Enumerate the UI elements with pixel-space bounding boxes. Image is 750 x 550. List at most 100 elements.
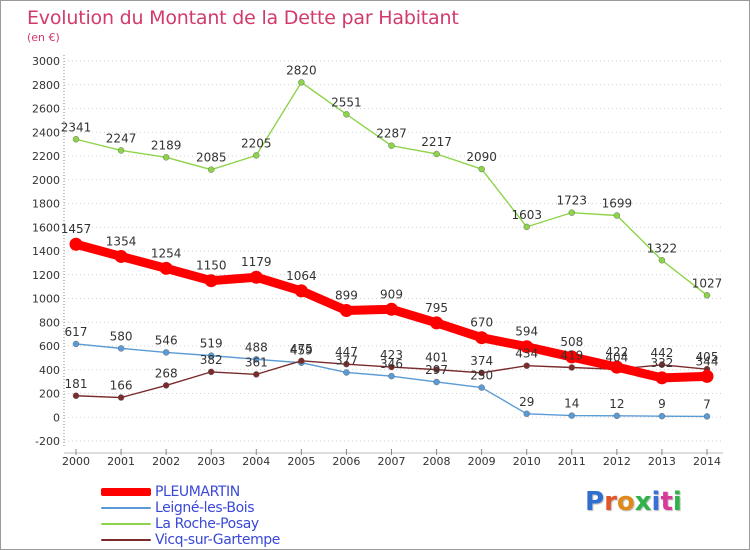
data-point bbox=[700, 369, 714, 383]
data-label: 422 bbox=[605, 345, 628, 359]
data-label: 580 bbox=[110, 329, 133, 343]
data-point bbox=[385, 302, 398, 316]
x-tick-label: 2007 bbox=[378, 455, 406, 468]
legend-label: Vicq-sur-Gartempe bbox=[155, 532, 281, 548]
series-line bbox=[75, 81, 708, 296]
data-point bbox=[298, 79, 305, 86]
data-point bbox=[523, 362, 530, 369]
legend-swatch bbox=[101, 539, 151, 541]
x-tick-label: 2000 bbox=[62, 455, 90, 468]
data-label: 1179 bbox=[241, 255, 272, 269]
data-point bbox=[433, 378, 440, 386]
data-label: 519 bbox=[200, 337, 223, 351]
data-point bbox=[343, 360, 350, 368]
data-point bbox=[523, 410, 530, 418]
data-label: 250 bbox=[470, 369, 493, 383]
data-label: 2085 bbox=[196, 151, 227, 165]
data-label: 1064 bbox=[286, 269, 317, 283]
y-tick-label: 3000 bbox=[32, 55, 60, 68]
y-tick-label: 1000 bbox=[32, 293, 60, 306]
series-2 bbox=[72, 79, 711, 299]
chart-subtitle: (en €) bbox=[27, 31, 60, 44]
data-label: 2820 bbox=[286, 63, 317, 77]
data-point bbox=[520, 340, 534, 354]
y-tick-label: 1400 bbox=[32, 245, 60, 258]
legend-label: La Roche-Posay bbox=[155, 516, 259, 532]
data-label: 594 bbox=[515, 325, 538, 339]
data-label: 617 bbox=[65, 325, 88, 339]
data-point bbox=[159, 261, 173, 275]
data-point bbox=[162, 349, 170, 356]
y-tick-label: 600 bbox=[39, 340, 60, 353]
data-point bbox=[162, 382, 170, 389]
data-label: 1027 bbox=[692, 276, 723, 290]
data-point bbox=[388, 142, 395, 149]
legend-swatch bbox=[101, 507, 151, 509]
data-label: 423 bbox=[380, 348, 403, 362]
y-tick-label: 400 bbox=[39, 364, 60, 377]
y-tick-label: 2800 bbox=[32, 79, 60, 92]
data-label: 1254 bbox=[151, 246, 182, 260]
data-label: 344 bbox=[696, 354, 719, 368]
data-label: 2217 bbox=[421, 135, 452, 149]
data-point bbox=[433, 150, 440, 158]
logo-letter: i bbox=[651, 487, 661, 517]
data-point bbox=[114, 249, 128, 263]
x-tick-label: 2001 bbox=[107, 455, 135, 468]
logo-letter: o bbox=[616, 487, 635, 517]
data-point bbox=[72, 340, 80, 348]
logo-letter: P bbox=[585, 487, 605, 517]
data-point bbox=[162, 154, 170, 161]
series-layer bbox=[69, 79, 714, 420]
logo-letter: t bbox=[660, 487, 673, 517]
data-label: 346 bbox=[380, 357, 403, 371]
data-label: 899 bbox=[335, 288, 358, 302]
data-point bbox=[655, 371, 669, 385]
data-point bbox=[478, 369, 485, 377]
data-point bbox=[253, 371, 260, 378]
data-point bbox=[613, 412, 621, 420]
data-label: 546 bbox=[155, 333, 178, 347]
data-label-layer: 1457 1354 1254 1150 1179 1064 899 909 795 670 594 5… bbox=[61, 63, 723, 411]
data-label: 2205 bbox=[241, 136, 272, 150]
data-point bbox=[208, 352, 215, 359]
data-label: 377 bbox=[335, 353, 358, 367]
logo-letter: r bbox=[604, 487, 617, 517]
x-tick-label: 2005 bbox=[287, 455, 315, 468]
x-tick-label: 2006 bbox=[332, 455, 360, 468]
data-label: 181 bbox=[65, 377, 88, 391]
data-point bbox=[388, 363, 395, 371]
data-label: 1699 bbox=[602, 196, 633, 210]
axis-layer: -200 0 200 400 600 800 1000 1200 1400 1600 1800 200… bbox=[32, 55, 723, 468]
data-label: 488 bbox=[245, 340, 268, 354]
data-label: 361 bbox=[245, 355, 268, 369]
data-point bbox=[703, 292, 711, 299]
y-tick-label: 1800 bbox=[32, 198, 60, 211]
x-tick-label: 2009 bbox=[468, 455, 496, 468]
data-point bbox=[117, 394, 125, 401]
x-tick-label: 2011 bbox=[558, 455, 586, 468]
data-point bbox=[208, 166, 215, 173]
data-point bbox=[613, 212, 621, 219]
data-label: 374 bbox=[470, 354, 493, 368]
data-label: 1723 bbox=[557, 194, 588, 208]
data-label: 475 bbox=[290, 342, 313, 356]
data-point bbox=[298, 357, 305, 365]
data-point bbox=[117, 147, 125, 154]
data-label: 508 bbox=[560, 335, 583, 349]
data-point bbox=[658, 412, 666, 420]
data-point bbox=[433, 366, 440, 373]
data-label: 2247 bbox=[106, 131, 137, 145]
legend-swatch bbox=[101, 488, 151, 496]
data-label: 419 bbox=[560, 348, 583, 362]
y-tick-label: 1200 bbox=[32, 269, 60, 282]
data-label: 2287 bbox=[376, 127, 407, 141]
data-label: 2090 bbox=[466, 150, 497, 164]
data-label: 2341 bbox=[61, 120, 92, 134]
data-point bbox=[249, 270, 263, 284]
y-tick-label: 2600 bbox=[32, 103, 60, 116]
data-label: 29 bbox=[519, 395, 534, 409]
data-label: 670 bbox=[470, 316, 493, 330]
data-point bbox=[339, 303, 353, 317]
